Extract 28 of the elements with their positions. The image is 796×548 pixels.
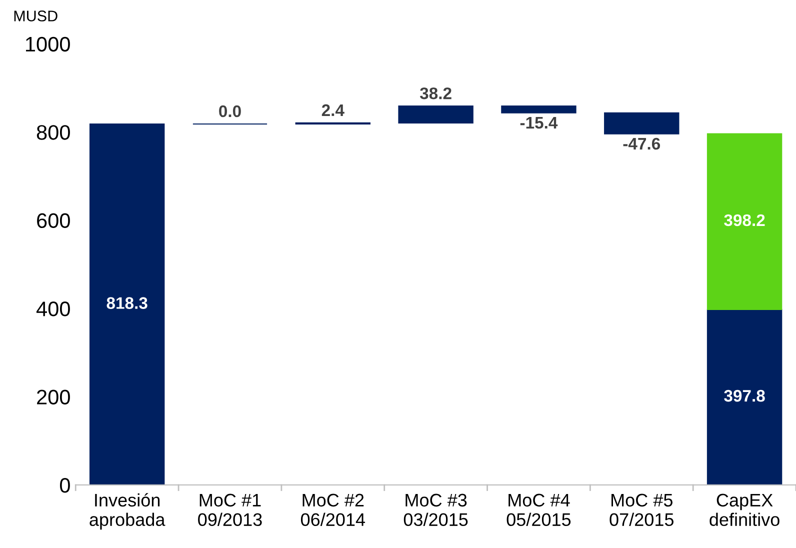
bar bbox=[89, 123, 165, 485]
data-label: 0.0 bbox=[219, 105, 241, 118]
bar bbox=[706, 133, 782, 310]
bar bbox=[398, 106, 474, 124]
x-tick-label: Invesión aprobada bbox=[90, 493, 166, 530]
y-tick-label: 400 bbox=[36, 302, 70, 316]
x-tick-label: MoC #2 06/2014 bbox=[300, 494, 366, 526]
data-label: 38.2 bbox=[420, 87, 452, 100]
data-label: 818.3 bbox=[106, 297, 148, 309]
x-tick-label: MoC #1 09/2013 bbox=[198, 494, 262, 526]
x-tick-label: CapEX definitivo bbox=[710, 494, 780, 526]
data-label: 397.8 bbox=[724, 390, 765, 402]
y-tick-label: 600 bbox=[37, 213, 70, 228]
y-tick-label: 800 bbox=[36, 125, 70, 140]
y-tick-label: 0 bbox=[60, 478, 70, 493]
y-axis-title: MUSD bbox=[14, 10, 58, 22]
data-label: -15.4 bbox=[520, 117, 558, 129]
bar bbox=[706, 308, 782, 485]
x-tick-label: MoC #5 07/2015 bbox=[610, 494, 674, 526]
data-label: 398.2 bbox=[724, 214, 765, 226]
y-tick-label: 200 bbox=[37, 390, 70, 405]
x-tick-label: MoC #3 03/2015 bbox=[404, 494, 468, 526]
data-label: 2.4 bbox=[322, 104, 344, 116]
bar bbox=[604, 112, 680, 134]
x-tick-label: MoC #4 05/2015 bbox=[506, 494, 571, 526]
bar bbox=[501, 106, 576, 114]
y-tick-label: 1000 bbox=[26, 36, 70, 52]
data-label: -47.6 bbox=[623, 138, 660, 150]
